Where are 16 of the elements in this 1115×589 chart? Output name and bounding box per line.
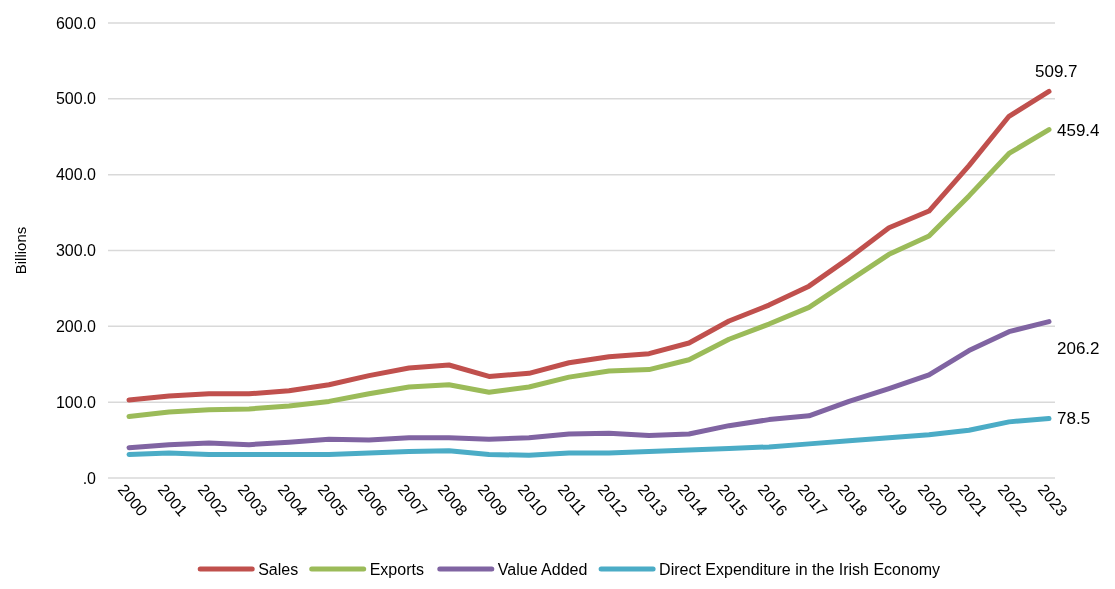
legend-label: Direct Expenditure in the Irish Economy xyxy=(659,561,941,578)
y-tick-label: 500.0 xyxy=(55,90,97,108)
data-label: 78.5 xyxy=(1057,409,1091,429)
legend-label: Value Added xyxy=(497,561,588,578)
legend-label: Exports xyxy=(369,561,424,578)
y-tick-label: 600.0 xyxy=(55,14,97,32)
data-label: 509.7 xyxy=(1035,62,1078,82)
y-tick-label: 300.0 xyxy=(55,242,97,260)
y-axis-title: Billions xyxy=(12,226,29,275)
data-label: 206.2 xyxy=(1057,338,1100,358)
y-tick-label: 400.0 xyxy=(55,166,97,184)
y-tick-label: 100.0 xyxy=(55,393,97,411)
y-tick-label: 200.0 xyxy=(55,317,97,335)
legend-label: Sales xyxy=(258,561,299,578)
y-tick-label: .0 xyxy=(82,469,97,487)
data-label: 459.4 xyxy=(1057,120,1100,140)
